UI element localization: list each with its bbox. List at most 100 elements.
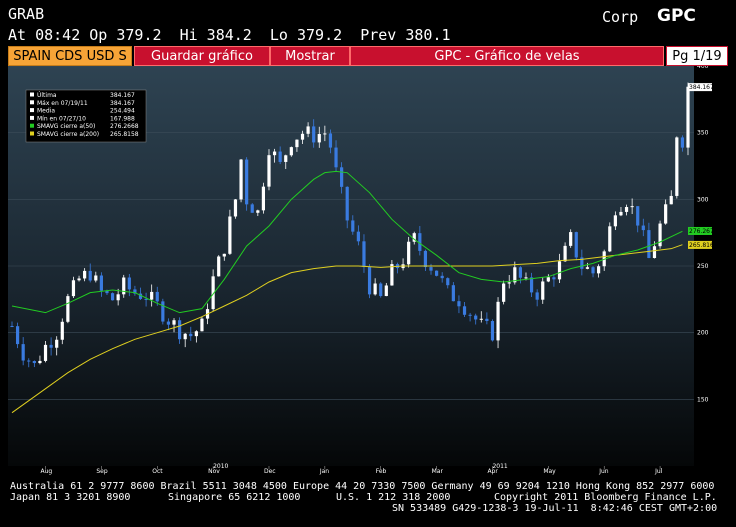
candle-body <box>580 257 584 269</box>
x-tick-label: Oct <box>152 468 163 475</box>
y-tick-label: 350 <box>697 130 709 137</box>
candle-body <box>675 137 679 196</box>
candle-body <box>328 133 333 148</box>
candle-body <box>647 230 651 259</box>
legend-value: 384.167 <box>110 100 135 107</box>
candle-body <box>513 267 517 283</box>
candle-body <box>334 147 338 168</box>
candle-body <box>133 289 137 294</box>
candle-body <box>630 206 634 208</box>
legend-value: 254.494 <box>110 108 135 115</box>
candle-body <box>680 137 685 148</box>
value-tag-label: 276.267 <box>689 228 714 235</box>
candle-body <box>250 204 254 213</box>
candle-body <box>535 292 539 300</box>
candlestick-chart[interactable]: 150 200 250 300 350 400 Aug Sep Oct Nov Dec Jan Feb… <box>8 66 728 478</box>
candle-body <box>278 151 282 162</box>
candle-body <box>116 294 120 301</box>
legend-swatch <box>30 131 34 136</box>
x-tick-label: Apr <box>487 468 498 475</box>
candle-body <box>32 360 36 364</box>
candle-body <box>77 278 81 281</box>
x-tick-label: Aug <box>41 468 53 475</box>
quote-line: At 08:42 Op 379.2 Hi 384.2 Lo 379.2 Prev… <box>8 26 451 44</box>
candle-body <box>178 320 182 340</box>
candle-body <box>462 306 467 315</box>
security-field[interactable]: SPAIN CDS USD S <box>8 46 132 66</box>
candle-body <box>217 256 221 277</box>
candle-body <box>166 321 171 325</box>
legend-value: 265.8158 <box>110 131 139 138</box>
sma50-line <box>11 170 683 314</box>
footer-singapore: Singapore 65 6212 1000 <box>168 492 301 503</box>
candle-body <box>105 290 109 294</box>
candle-body <box>49 344 53 348</box>
candle-body <box>261 186 266 211</box>
candle-body <box>340 167 344 187</box>
y-tick-label: 300 <box>697 196 709 203</box>
candle-body <box>518 267 522 278</box>
value-tag-box <box>688 226 712 235</box>
candle-body <box>557 261 562 280</box>
candle-body <box>608 226 612 252</box>
x-axis: Aug Sep Oct Nov Dec Jan Feb Mar Apr May Jun Jul 2010… <box>41 463 663 475</box>
candle-body <box>138 293 143 299</box>
candle-body <box>619 211 623 216</box>
footer-copyright: Copyright 2011 Bloomberg Finance L.P. <box>494 492 717 503</box>
candle-body <box>200 318 204 332</box>
candle-body <box>429 267 433 271</box>
candle-body <box>423 250 428 268</box>
x-tick-label: Nov <box>208 468 220 475</box>
legend-label: Última <box>37 92 57 99</box>
candle-body <box>144 298 148 300</box>
function-code-label: GPC <box>657 6 696 26</box>
show-button[interactable]: Mostrar <box>270 46 350 66</box>
candle-body <box>228 216 232 254</box>
legend-swatch <box>30 108 34 113</box>
candle-body <box>496 301 500 341</box>
candle-body <box>624 207 629 212</box>
candle-body <box>155 291 159 302</box>
candle-body <box>384 285 388 297</box>
candle-body <box>172 320 176 325</box>
candle-body <box>60 321 64 340</box>
candle-body <box>267 155 271 187</box>
page-indicator[interactable]: Pg 1/19 <box>666 46 728 66</box>
candle-body <box>418 233 422 251</box>
candle-body <box>66 296 70 322</box>
value-tag-box <box>688 83 712 92</box>
save-chart-button[interactable]: Guardar gráfico <box>134 46 270 66</box>
candle-body <box>641 225 645 231</box>
candle-body <box>591 267 595 274</box>
legend-label: SMAVG cierre a(200) <box>37 131 99 138</box>
legend-swatch <box>30 115 34 120</box>
legend-box <box>25 89 147 143</box>
footer-contacts-line1: Australia 61 2 9777 8600 Brazil 5511 304… <box>10 481 715 492</box>
legend-value: 384.167 <box>110 92 135 99</box>
legend-swatch <box>30 100 34 105</box>
candle-body <box>434 270 439 276</box>
candle-body <box>99 275 103 291</box>
x-tick-label: Jul <box>654 468 663 475</box>
candle-body <box>613 215 617 227</box>
candle-body <box>529 277 534 293</box>
candle-body <box>485 318 489 322</box>
candle-body <box>94 275 98 281</box>
chart-title-bar: GPC - Gráfico de velas <box>350 46 664 66</box>
candle-body <box>597 266 601 274</box>
candle-body <box>256 210 260 213</box>
candle-body <box>150 291 154 300</box>
candle-body <box>272 151 277 156</box>
candle-body <box>451 285 455 302</box>
chart-legend: Última 384.167 Máx en 07/19/11 384.167 Media… <box>25 89 147 143</box>
x-tick-label: Jan <box>319 468 329 475</box>
candle-body <box>38 360 42 364</box>
footer-us: U.S. 1 212 318 2000 <box>336 492 451 503</box>
legend-value: 167.988 <box>110 115 135 122</box>
legend-swatch <box>30 123 34 128</box>
candle-body <box>507 282 511 284</box>
candle-body <box>284 155 288 162</box>
x-tick-label: Dec <box>264 468 276 475</box>
candle-body <box>345 186 349 221</box>
value-tag-label: 384.167 <box>689 84 714 91</box>
